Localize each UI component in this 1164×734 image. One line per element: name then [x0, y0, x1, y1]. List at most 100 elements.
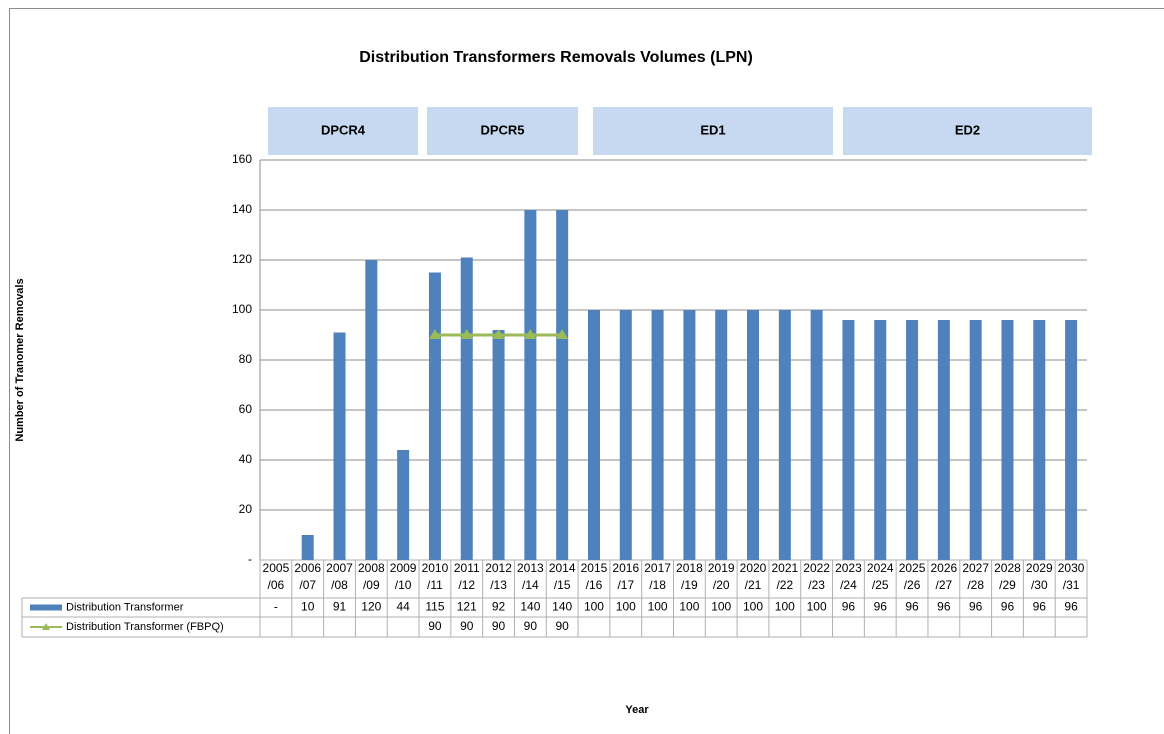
table-value: 96	[1033, 600, 1047, 614]
legend-key-marker	[42, 623, 50, 630]
bar	[747, 310, 760, 560]
x-tick-label-line: /31	[1063, 578, 1080, 592]
bar	[556, 210, 569, 560]
x-tick-label: 2028/29	[994, 561, 1021, 592]
bar	[842, 320, 855, 560]
x-tick-label-line: 2013	[517, 561, 544, 575]
x-tick-label-line: 2008	[358, 561, 385, 575]
x-tick-label: 2020/21	[740, 561, 767, 592]
table-value: 140	[520, 600, 540, 614]
bar	[969, 320, 982, 560]
x-tick-label-line: 2018	[676, 561, 703, 575]
x-tick-label-line: /23	[808, 578, 825, 592]
table-value: 120	[361, 600, 381, 614]
bar	[492, 330, 505, 560]
line-marker	[428, 329, 441, 339]
bar	[619, 310, 632, 560]
bar	[333, 332, 346, 560]
x-tick-label: 2030/31	[1058, 561, 1085, 592]
bar	[937, 320, 950, 560]
table-value: 100	[775, 600, 795, 614]
x-tick-label: 2019/20	[708, 561, 735, 592]
x-tick-label-line: 2021	[771, 561, 798, 575]
table-value: 96	[969, 600, 983, 614]
bar	[874, 320, 887, 560]
bar	[810, 310, 823, 560]
x-tick-label: 2018/19	[676, 561, 703, 592]
x-tick-label-line: 2030	[1058, 561, 1085, 575]
bar	[1033, 320, 1046, 560]
x-tick-label-line: 2027	[962, 561, 989, 575]
bar	[428, 272, 441, 560]
chart-title: Distribution Transformers Removals Volum…	[359, 49, 753, 66]
y-axis-title: Number of Tranomer Removals	[14, 278, 26, 441]
table-value: 100	[648, 600, 668, 614]
table-value: 44	[396, 600, 410, 614]
bar	[524, 210, 537, 560]
x-tick-label: 2029/30	[1026, 561, 1053, 592]
bar	[778, 310, 791, 560]
x-tick-label: 2022/23	[803, 561, 830, 592]
chart-frame	[9, 8, 1164, 734]
x-tick-label-line: 2023	[835, 561, 862, 575]
period-box	[593, 107, 833, 155]
table-value: 96	[1001, 600, 1015, 614]
x-tick-label: 2021/22	[771, 561, 798, 592]
y-tick-label: 20	[239, 502, 253, 516]
x-tick-label-line: 2029	[1026, 561, 1053, 575]
bar	[1065, 320, 1078, 560]
x-tick-label-line: 2024	[867, 561, 894, 575]
table-value: 100	[743, 600, 763, 614]
bar	[587, 310, 600, 560]
x-tick-label-line: 2026	[931, 561, 958, 575]
bar	[715, 310, 728, 560]
legend-key	[30, 604, 62, 611]
x-tick-label: 2016/17	[612, 561, 639, 592]
x-tick-label-line: 2020	[740, 561, 767, 575]
y-tick-label: 60	[239, 402, 253, 416]
table-value: 121	[457, 600, 477, 614]
x-tick-label-line: /29	[999, 578, 1016, 592]
y-tick-label: 40	[239, 452, 253, 466]
table-value: 90	[460, 619, 474, 633]
x-tick-label-line: /24	[840, 578, 857, 592]
period-box	[843, 107, 1092, 155]
y-tick-label: 120	[232, 252, 252, 266]
x-tick-label: 2007/08	[326, 561, 353, 592]
bar	[906, 320, 919, 560]
y-tick-label: 140	[232, 202, 252, 216]
x-tick-label-line: /18	[649, 578, 666, 592]
y-tick-label: 160	[232, 152, 252, 166]
table-value: 90	[555, 619, 569, 633]
x-tick-label: 2012/13	[485, 561, 512, 592]
line-marker	[556, 329, 569, 339]
period-label: DPCR4	[321, 122, 366, 137]
x-tick-label-line: 2019	[708, 561, 735, 575]
x-tick-label-line: 2010	[422, 561, 449, 575]
x-tick-label: 2023/24	[835, 561, 862, 592]
table-value: 92	[492, 600, 506, 614]
x-tick-label-line: 2012	[485, 561, 512, 575]
x-tick-label-line: /10	[395, 578, 412, 592]
x-tick-label: 2026/27	[931, 561, 958, 592]
x-tick-label-line: /30	[1031, 578, 1048, 592]
x-tick-label-line: /20	[713, 578, 730, 592]
x-tick-label-line: 2006	[294, 561, 321, 575]
x-tick-label-line: 2007	[326, 561, 353, 575]
x-tick-label-line: 2017	[644, 561, 671, 575]
x-tick-label: 2010/11	[422, 561, 449, 592]
table-value: 90	[428, 619, 442, 633]
x-tick-label-line: /08	[331, 578, 348, 592]
table-value: 140	[552, 600, 572, 614]
x-tick-label-line: 2016	[612, 561, 639, 575]
period-box	[268, 107, 418, 155]
x-tick-label-line: 2025	[899, 561, 926, 575]
x-tick-label-line: /09	[363, 578, 380, 592]
period-label: ED1	[700, 122, 725, 137]
x-tick-label-line: /28	[967, 578, 984, 592]
x-tick-label-line: 2009	[390, 561, 417, 575]
bar	[365, 260, 378, 560]
x-tick-label-line: 2011	[454, 561, 480, 575]
x-tick-label: 2011/12	[454, 561, 480, 592]
